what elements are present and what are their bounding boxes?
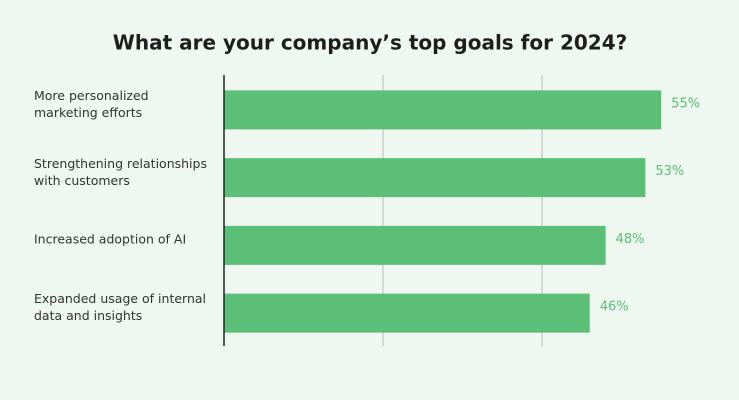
- bar: [224, 158, 646, 198]
- category-label: Strengthening relationships with custome…: [34, 155, 207, 188]
- data-label: 53%: [655, 164, 684, 179]
- bar: [224, 90, 662, 130]
- data-label: 46%: [600, 300, 629, 315]
- chart-title: What are your company’s top goals for 20…: [113, 31, 627, 55]
- data-label: 55%: [671, 96, 700, 111]
- category-label: Increased adoption of AI: [34, 231, 187, 247]
- data-label: 48%: [616, 232, 645, 247]
- category-label: Expanded usage of internal data and insi…: [34, 291, 207, 324]
- bar: [224, 225, 606, 265]
- bar: [224, 293, 590, 333]
- category-label: More personalized marketing efforts: [34, 87, 149, 120]
